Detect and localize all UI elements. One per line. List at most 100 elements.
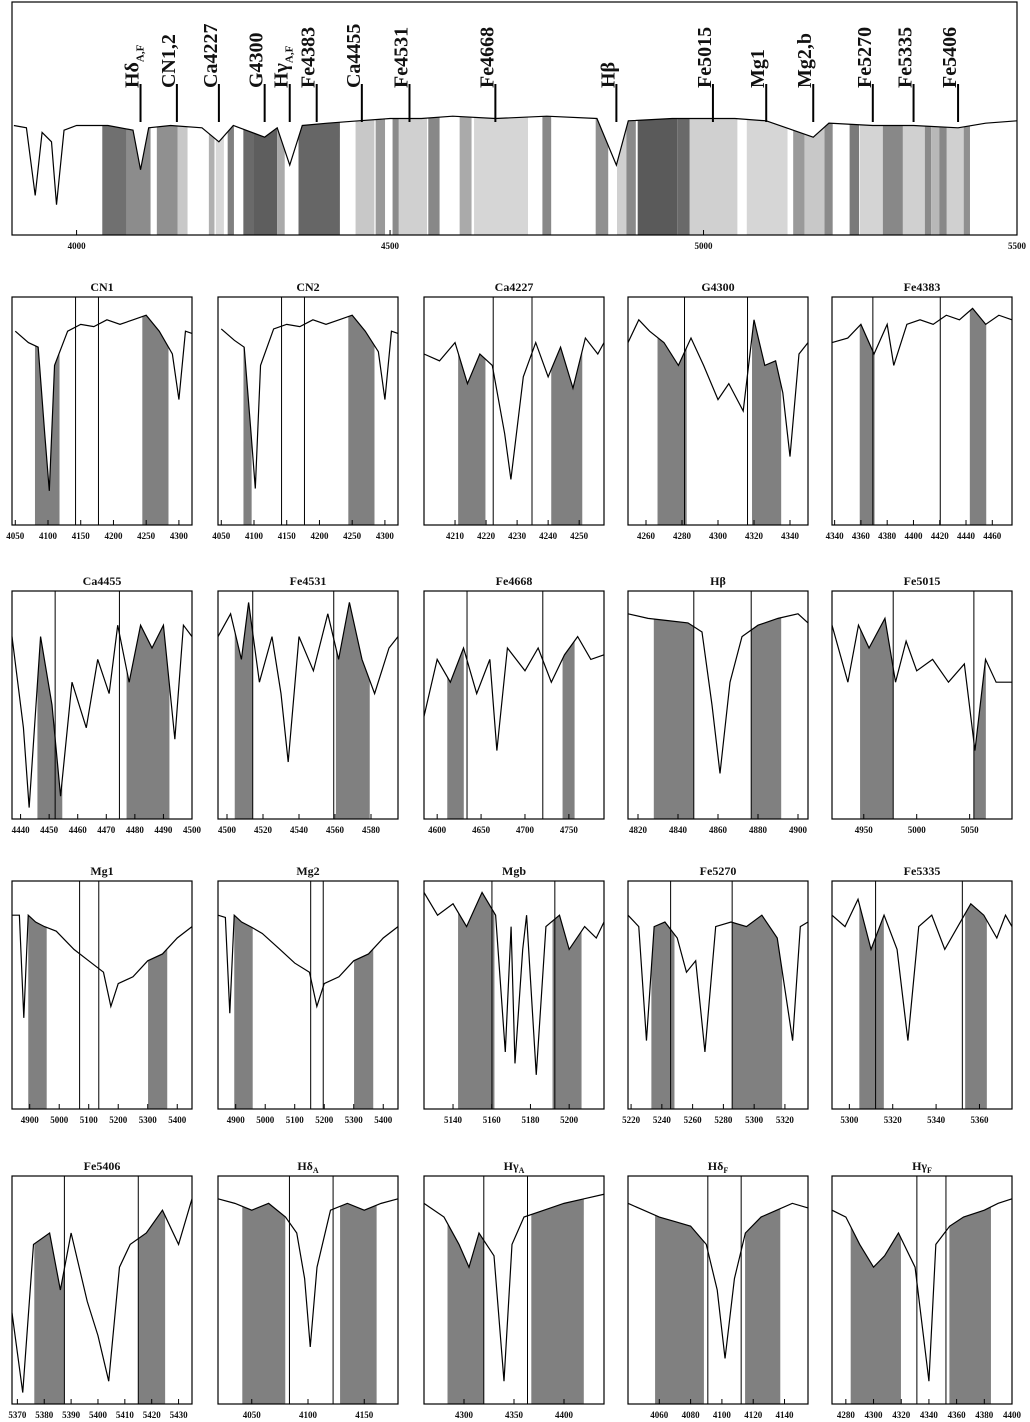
band-fill xyxy=(562,640,575,819)
band-fill xyxy=(882,125,903,235)
x-tick-label: 4440 xyxy=(957,531,976,541)
index-label: Fe5270 xyxy=(854,27,876,88)
x-tick-label: 4400 xyxy=(1003,1410,1022,1420)
plot-frame xyxy=(627,1175,809,1405)
index-label-main: Fe4383 xyxy=(298,27,320,88)
plot-frame xyxy=(11,590,193,820)
spectrum xyxy=(12,913,193,1018)
band-fill xyxy=(850,1226,901,1404)
spectrum xyxy=(627,914,809,1053)
title-main: Hγ xyxy=(912,1159,927,1173)
title-main: Fe4531 xyxy=(290,574,327,588)
band-fill xyxy=(142,315,169,525)
x-tick-label: 4300 xyxy=(709,531,728,541)
plot-frame xyxy=(831,590,1013,820)
x-tick-label: 5410 xyxy=(116,1410,135,1420)
band-fill xyxy=(849,124,860,235)
index-label: Fe4383 xyxy=(298,27,320,88)
band-fill xyxy=(752,319,782,525)
band-fill xyxy=(637,118,678,235)
x-tick-label: 5140 xyxy=(444,1115,463,1125)
index-panel: 4050 4100 4150 HδA xyxy=(217,1159,399,1420)
panel-title: HδF xyxy=(708,1159,729,1175)
x-tick-label: 5320 xyxy=(884,1115,903,1125)
band-fill xyxy=(37,636,63,819)
index-panel: 4600 4650 4700 4750 Fe4668 xyxy=(423,574,605,835)
band-fill xyxy=(148,948,168,1109)
band-fill xyxy=(243,129,255,235)
band-fill xyxy=(939,126,947,235)
band-fill xyxy=(126,625,170,819)
x-tick-label: 5000 xyxy=(908,825,927,835)
x-tick-label: 4080 xyxy=(682,1410,701,1420)
band-fill xyxy=(447,648,464,819)
index-label-main: Fe5015 xyxy=(694,27,716,88)
index-label-main: G4300 xyxy=(246,32,268,88)
index-label-main: Ca4455 xyxy=(343,24,365,88)
panel-title: Mgb xyxy=(502,864,526,878)
title-sub: F xyxy=(927,1166,932,1175)
x-tick-label: 5300 xyxy=(139,1115,158,1125)
index-label-main: Fe4531 xyxy=(390,27,412,88)
index-label: Mg2,b xyxy=(794,33,816,88)
x-tick-label: 4540 xyxy=(290,825,309,835)
x-tick-label: 4250 xyxy=(343,531,362,541)
index-panel: 4050 4100 4150 4200 4250 4300 CN1 xyxy=(6,280,193,541)
band-fill xyxy=(689,118,738,235)
x-tick-label: 4520 xyxy=(254,825,273,835)
band-fill xyxy=(227,125,234,235)
x-tick-label: 4300 xyxy=(376,531,395,541)
spectrum xyxy=(11,1198,193,1393)
x-tick-label: 4250 xyxy=(137,531,156,541)
spectrum xyxy=(831,1198,1013,1382)
panel-title: Mg2 xyxy=(296,864,319,878)
x-tick-label: 4750 xyxy=(560,825,579,835)
plot-frame xyxy=(217,590,399,820)
index-label: Fe5015 xyxy=(694,27,716,88)
band-fill xyxy=(398,118,428,235)
x-tick-label: 4820 xyxy=(629,825,648,835)
band-fill xyxy=(208,133,215,235)
panel-title: Mg1 xyxy=(90,864,113,878)
plot-frame xyxy=(217,880,399,1110)
x-tick-label: 4380 xyxy=(878,531,897,541)
x-tick-label: 4300 xyxy=(865,1410,884,1420)
band-fill xyxy=(963,125,970,235)
band-fill xyxy=(542,116,552,235)
plot-frame xyxy=(831,1175,1013,1405)
x-tick-label: 5000 xyxy=(695,241,714,251)
x-tick-label: 4480 xyxy=(126,825,145,835)
index-panel: 4260 4280 4300 4320 4340 G4300 xyxy=(627,280,809,541)
band-fill xyxy=(551,347,583,525)
band-fill xyxy=(277,127,285,235)
index-label: HδA,F xyxy=(122,44,147,88)
x-tick-label: 5280 xyxy=(714,1115,733,1125)
spectrum xyxy=(11,623,193,808)
index-panel: 5140 5160 5180 5200 Mgb xyxy=(423,864,605,1125)
plot-frame xyxy=(11,880,193,1110)
band-fill xyxy=(552,915,582,1109)
x-tick-label: 4240 xyxy=(539,531,558,541)
spectrum xyxy=(627,1202,809,1359)
x-tick-label: 4700 xyxy=(516,825,535,835)
index-panel: 4900 5000 5100 5200 5300 5400 Mg2 xyxy=(217,864,399,1125)
x-tick-label: 5360 xyxy=(970,1115,989,1125)
x-tick-label: 5400 xyxy=(168,1115,187,1125)
title-main: Mg2 xyxy=(296,864,319,878)
band-fill xyxy=(824,123,833,235)
index-panel: 4440 4450 4460 4470 4480 4490 4500 Ca4455 xyxy=(11,574,202,835)
x-tick-label: 4360 xyxy=(948,1410,967,1420)
x-tick-label: 4360 xyxy=(852,531,871,541)
band-fill xyxy=(626,120,636,235)
x-tick-label: 5000 xyxy=(50,1115,69,1125)
band-fill xyxy=(860,618,894,819)
index-panel: 4950 5000 5050 Fe5015 xyxy=(831,574,1013,835)
title-main: Hδ xyxy=(297,1159,313,1173)
spectrum xyxy=(13,115,1018,205)
x-tick-label: 4560 xyxy=(326,825,345,835)
x-tick-label: 4280 xyxy=(673,531,692,541)
band-fill xyxy=(392,118,399,235)
x-tick-label: 4470 xyxy=(97,825,116,835)
x-tick-label: 4280 xyxy=(837,1410,856,1420)
x-tick-label: 5430 xyxy=(170,1410,189,1420)
